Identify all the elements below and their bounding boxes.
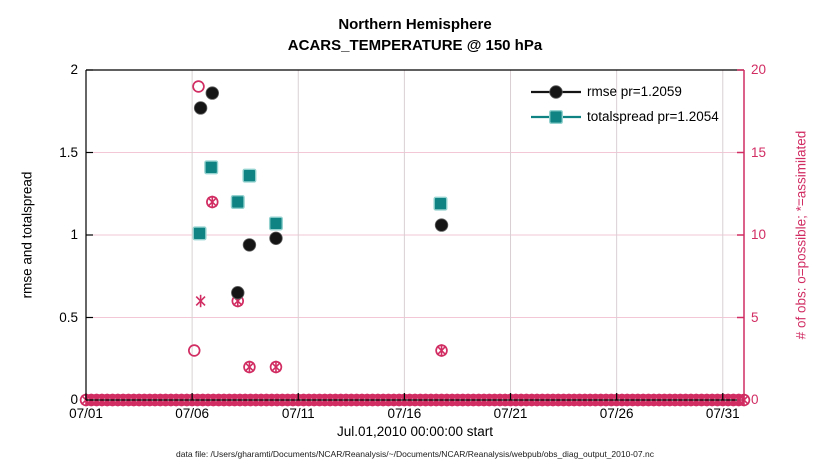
legend-label-rmse: rmse pr=1.2059: [587, 84, 682, 99]
totalspread-data-point: [230, 194, 245, 209]
y-right-tick-label: 5: [751, 309, 759, 325]
y-left-tick-label: 0.5: [59, 309, 78, 325]
x-tick-label: 07/06: [175, 406, 210, 421]
plot-title: Northern Hemisphere: [338, 16, 492, 33]
totalspread-legend-marker-icon: [531, 109, 581, 124]
rmse-data-point: [269, 231, 283, 246]
y-axis-label-right: # of obs: o=possible; *=assimilated: [793, 130, 809, 340]
possible-obs-marker: [192, 80, 205, 93]
totalspread-data-point: [433, 196, 448, 211]
legend: rmse pr=1.2059 totalspread pr=1.2054: [530, 79, 719, 129]
y-left-tick-label: 2: [70, 62, 78, 77]
x-tick-label: 07/11: [281, 406, 315, 421]
assimilated-obs-marker: [271, 362, 281, 372]
legend-label-totalspread: totalspread pr=1.2054: [587, 109, 719, 124]
rmse-data-point: [205, 86, 219, 100]
y-right-tick-label: 15: [751, 144, 767, 160]
x-tick-label: 07/21: [493, 406, 528, 421]
legend-item-rmse: rmse pr=1.2059: [530, 79, 719, 104]
y-left-tick-label: 0: [70, 392, 78, 407]
y-left-tick-label: 1.5: [59, 144, 78, 160]
x-tick-label: 07/16: [387, 406, 422, 421]
legend-item-totalspread: totalspread pr=1.2054: [530, 104, 719, 129]
assimilated-obs-marker: [436, 345, 447, 356]
data-file-caption: data file: /Users/gharamti/Documents/NCA…: [176, 449, 654, 459]
x-tick-label: 07/01: [69, 406, 103, 421]
totalspread-data-point: [204, 160, 219, 175]
y-axis-label-left: rmse and totalspread: [19, 171, 35, 299]
y-left-tick-label: 1: [70, 227, 78, 242]
assimilated-obs-marker: [207, 197, 218, 207]
assimilated-obs-marker: [195, 296, 206, 306]
y-right-tick-label: 20: [751, 62, 767, 77]
x-axis-label: Jul.01,2010 00:00:00 start: [336, 424, 494, 439]
rmse-data-point: [434, 218, 449, 232]
y-right-tick-label: 0: [751, 392, 759, 407]
possible-obs-marker: [188, 344, 201, 357]
x-tick-label: 07/31: [705, 406, 740, 421]
plot-subtitle: ACARS_TEMPERATURE @ 150 hPa: [287, 37, 543, 54]
totalspread-data-point: [268, 216, 283, 231]
rmse-data-point: [231, 286, 245, 300]
totalspread-data-point: [192, 226, 207, 241]
y-right-tick-label: 10: [751, 227, 767, 242]
x-tick-label: 07/26: [599, 406, 634, 421]
assimilated-obs-marker: [244, 362, 255, 372]
rmse-data-point: [242, 238, 257, 252]
rmse-legend-marker-icon: [531, 84, 581, 99]
rmse-data-point: [193, 101, 208, 115]
totalspread-data-point: [242, 168, 257, 183]
